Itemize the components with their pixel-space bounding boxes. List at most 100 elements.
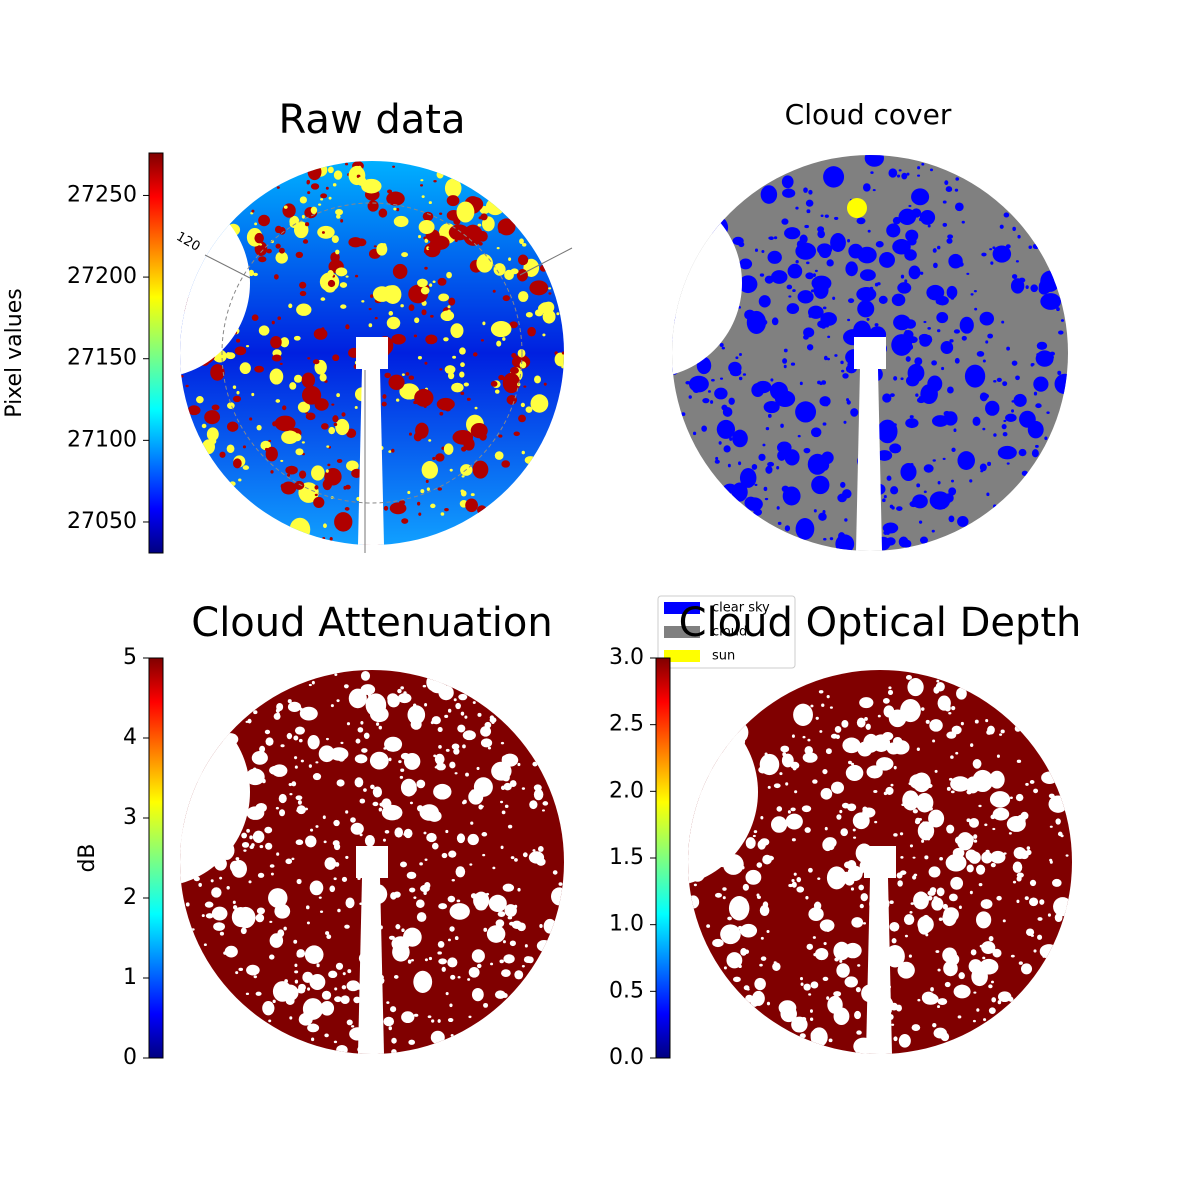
texture-blob: [497, 218, 516, 236]
texture-blob: [993, 433, 997, 437]
texture-blob: [875, 240, 884, 248]
texture-blob: [430, 503, 436, 509]
texture-blob: [824, 826, 828, 831]
texture-blob: [767, 413, 772, 418]
texture-blob: [961, 220, 965, 224]
mask-bite: [672, 188, 742, 378]
texture-blob: [1060, 834, 1064, 838]
texture-blob: [1018, 448, 1027, 457]
texture-blob: [845, 764, 864, 781]
texture-blob: [957, 516, 969, 527]
texture-blob: [270, 470, 274, 474]
texture-blob: [889, 1002, 899, 1011]
texture-blob: [928, 809, 945, 828]
texture-blob: [416, 912, 427, 922]
texture-blob: [882, 732, 894, 741]
texture-blob: [423, 890, 427, 895]
texture-blob: [890, 783, 894, 787]
texture-blob: [966, 864, 974, 873]
texture-blob: [439, 212, 443, 215]
texture-blob: [329, 885, 336, 893]
texture-blob: [295, 448, 304, 456]
texture-blob: [444, 178, 462, 198]
texture-blob: [981, 941, 996, 955]
texture-blob: [972, 1019, 976, 1023]
texture-blob: [706, 924, 711, 928]
texture-blob: [227, 402, 235, 409]
texture-blob: [285, 858, 293, 865]
texture-blob: [324, 857, 337, 870]
texture-blob: [1005, 244, 1011, 249]
texture-blob: [965, 849, 977, 861]
texture-blob: [343, 485, 347, 490]
texture-blob: [500, 845, 504, 850]
texture-blob: [458, 693, 468, 701]
texture-blob: [305, 1002, 319, 1016]
texture-blob: [262, 1001, 275, 1016]
texture-blob: [285, 996, 290, 1002]
texture-blob: [248, 880, 252, 884]
texture-blob: [472, 460, 489, 479]
texture-blob: [893, 765, 897, 770]
texture-blob: [480, 805, 484, 808]
texture-blob: [908, 954, 912, 958]
texture-blob: [231, 907, 250, 928]
texture-blob: [1006, 346, 1010, 351]
texture-blob: [989, 248, 993, 251]
texture-blob: [437, 277, 447, 286]
texture-blob: [558, 882, 563, 886]
texture-blob: [783, 1004, 790, 1009]
texture-blob: [533, 788, 544, 801]
texture-blob: [1036, 341, 1048, 350]
texture-blob: [278, 793, 287, 804]
texture-blob: [1008, 996, 1014, 1002]
texture-blob: [494, 389, 500, 394]
texture-blob: [277, 929, 285, 938]
texture-blob: [782, 752, 787, 757]
texture-blob: [447, 708, 452, 713]
texture-blob: [487, 746, 492, 750]
texture-blob: [327, 166, 334, 174]
texture-blob: [257, 872, 265, 878]
texture-blob: [931, 897, 944, 911]
texture-blob: [1065, 854, 1069, 857]
texture-blob: [258, 325, 270, 336]
texture-blob: [256, 907, 266, 915]
texture-blob: [431, 1019, 435, 1023]
texture-blob: [828, 843, 835, 851]
sun-marker: [847, 198, 867, 218]
sky-image: [180, 670, 564, 1054]
texture-blob: [426, 832, 437, 843]
texture-blob: [1030, 934, 1034, 937]
texture-blob: [1000, 729, 1005, 734]
texture-blob: [198, 882, 202, 887]
texture-blob: [842, 373, 849, 379]
texture-blob: [339, 282, 348, 288]
texture-blob: [368, 307, 372, 311]
texture-blob: [361, 748, 368, 753]
texture-blob: [235, 971, 239, 975]
texture-blob: [508, 257, 512, 261]
texture-blob: [410, 958, 414, 962]
texture-blob: [997, 445, 1017, 460]
texture-blob: [297, 800, 302, 805]
texture-blob: [276, 852, 280, 856]
texture-blob: [1021, 470, 1028, 476]
texture-blob: [808, 305, 824, 319]
texture-blob: [524, 456, 537, 465]
texture-blob: [289, 792, 293, 796]
texture-blob: [904, 1041, 908, 1045]
texture-blob: [810, 1030, 820, 1041]
texture-blob: [521, 965, 525, 968]
texture-blob: [873, 789, 878, 794]
texture-blob: [276, 712, 280, 716]
texture-blob: [912, 809, 918, 814]
texture-blob: [396, 207, 400, 212]
texture-blob: [758, 453, 766, 461]
texture-blob: [793, 872, 797, 876]
texture-blob: [441, 966, 446, 972]
texture-blob: [982, 956, 986, 960]
texture-blob: [473, 777, 493, 797]
texture-blob: [808, 867, 813, 873]
texture-blob: [279, 362, 283, 366]
